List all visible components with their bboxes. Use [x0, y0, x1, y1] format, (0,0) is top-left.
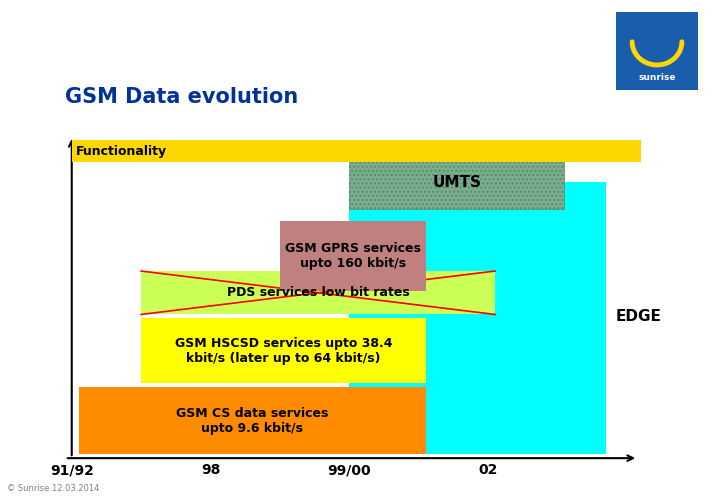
Bar: [280, 221, 426, 291]
Text: UMTS: UMTS: [433, 175, 482, 190]
Bar: [141, 318, 426, 383]
Text: sunrise: sunrise: [638, 73, 676, 82]
Bar: [349, 156, 564, 210]
Bar: [72, 140, 654, 162]
Bar: [141, 271, 495, 314]
Bar: [349, 182, 606, 454]
Text: © Sunrise 12.03.2014: © Sunrise 12.03.2014: [7, 484, 99, 493]
Text: EDGE: EDGE: [616, 309, 662, 324]
Text: GSM CS data services
upto 9.6 kbit/s: GSM CS data services upto 9.6 kbit/s: [176, 407, 328, 435]
Bar: [78, 387, 426, 454]
Text: PDS services low bit rates: PDS services low bit rates: [227, 286, 410, 299]
Text: GSM GPRS services
upto 160 kbit/s: GSM GPRS services upto 160 kbit/s: [285, 242, 420, 270]
Text: GSM Data evolution: GSM Data evolution: [65, 87, 298, 107]
Text: Functionality: Functionality: [76, 144, 167, 157]
Text: GSM HSCSD services upto 38.4
kbit/s (later up to 64 kbit/s): GSM HSCSD services upto 38.4 kbit/s (lat…: [175, 337, 392, 365]
